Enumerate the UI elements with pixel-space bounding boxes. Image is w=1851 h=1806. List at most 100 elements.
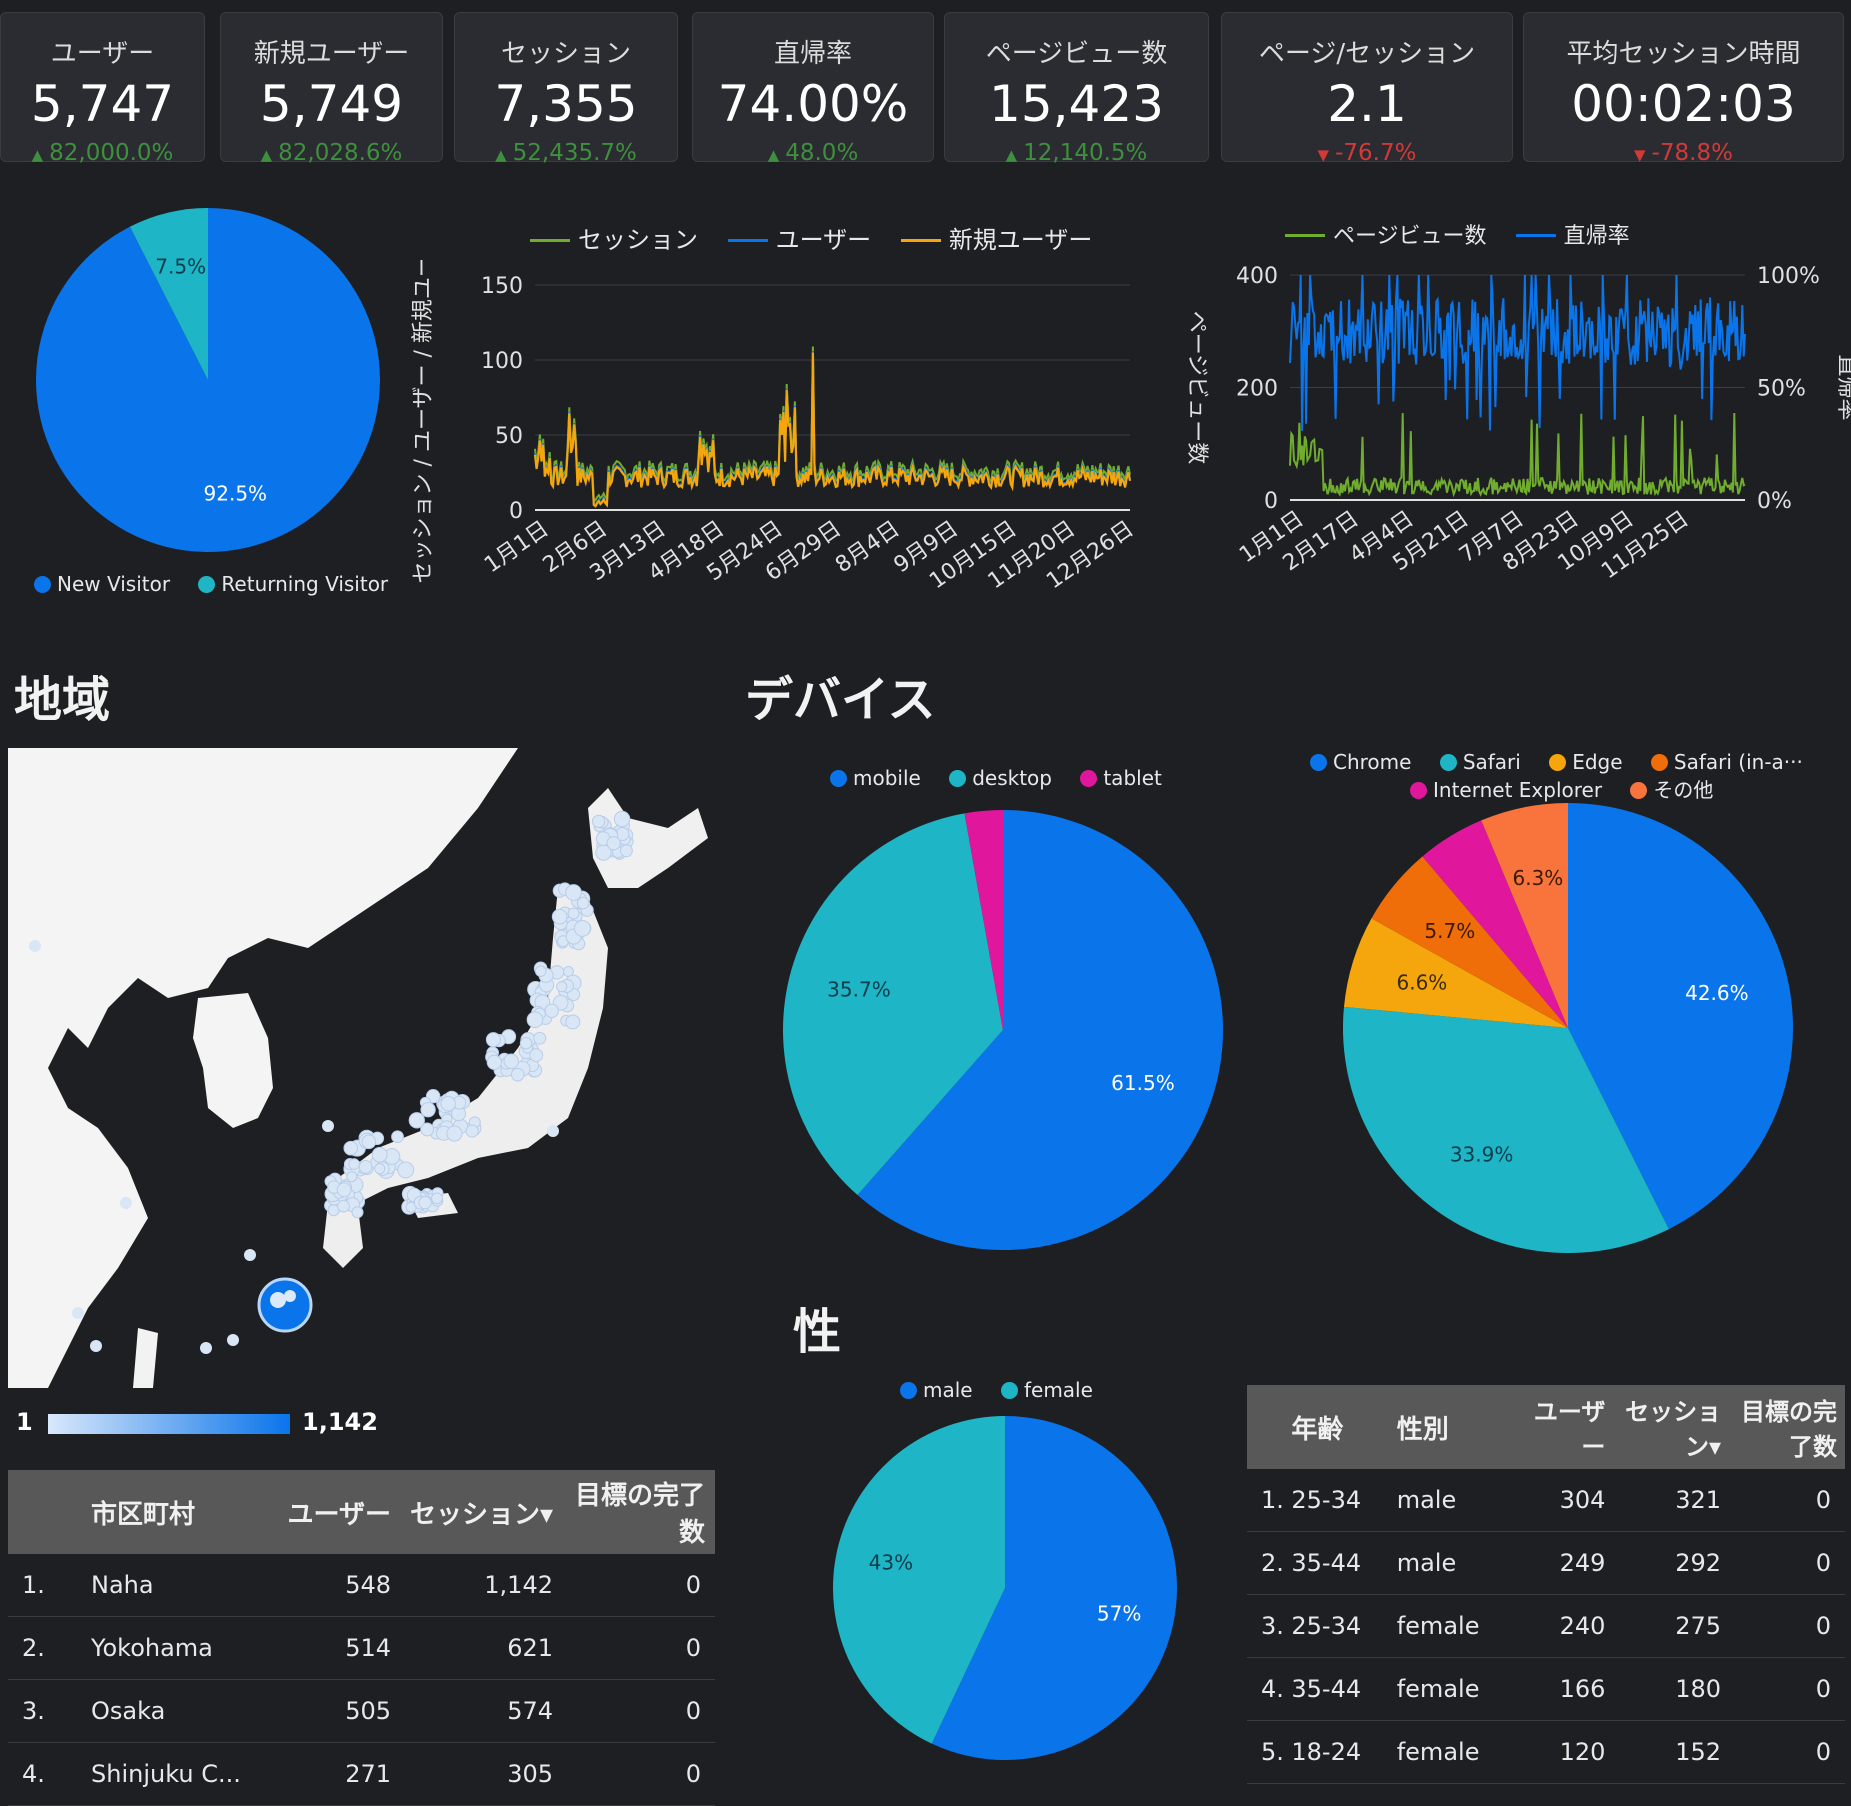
scale-max: 1,142 <box>302 1408 378 1436</box>
kpi-card[interactable]: 平均セッション時間 00:02:03 ▼ -78.8% <box>1523 12 1844 166</box>
pie-slice[interactable] <box>833 1416 1005 1744</box>
users-cell: 120 <box>1521 1720 1607 1784</box>
kpi-card[interactable]: ユーザー 5,747 ▲ 82,000.0% <box>0 12 205 166</box>
visitor-legend: New Visitor Returning Visitor <box>34 572 410 596</box>
row-index: 5. <box>1247 1720 1291 1784</box>
arrow-up-icon: ▲ <box>767 146 780 164</box>
users-cell: 166 <box>1521 1657 1607 1721</box>
pie-slice[interactable] <box>35 208 381 552</box>
table-row[interactable]: 1. 25-34 male 304 321 0 <box>1247 1469 1845 1532</box>
city-name: Shinjuku C... <box>90 1742 269 1806</box>
pie-label: 57% <box>1097 1602 1141 1626</box>
kpi-value: 00:02:03 <box>1571 75 1796 133</box>
kpi-label: 直帰率 <box>773 39 852 69</box>
age-cell: 35-44 <box>1290 1657 1396 1721</box>
arrow-up-icon: ▲ <box>495 146 507 164</box>
honshu <box>338 888 608 1208</box>
y-tick-right: 50% <box>1757 377 1806 402</box>
gender-cell: male <box>1395 1531 1522 1595</box>
pie-slice[interactable] <box>931 1416 1177 1760</box>
table-row[interactable]: 1. Naha 548 1,142 0 <box>8 1554 715 1617</box>
col-goals[interactable]: 目標の完了数 <box>1722 1385 1845 1469</box>
city-name: Yokohama <box>90 1616 269 1680</box>
geo-map[interactable] <box>8 748 793 1388</box>
map-scale: 1 1,142 <box>16 1408 378 1440</box>
col-gender[interactable]: 性別 <box>1395 1385 1522 1469</box>
pie-slice[interactable] <box>857 810 1223 1250</box>
kpi-value: 74.00% <box>717 75 909 133</box>
goals-cell: 0 <box>1722 1720 1845 1784</box>
kpi-value: 5,749 <box>259 75 404 133</box>
kpi-card[interactable]: 直帰率 74.00% ▲ 48.0% <box>692 12 934 166</box>
col-goals[interactable]: 目標の完了数 <box>554 1470 715 1554</box>
table-row[interactable]: 3. 25-34 female 240 275 0 <box>1247 1594 1845 1658</box>
pie-label: 43% <box>869 1550 913 1574</box>
age-cell: 35-44 <box>1290 1531 1396 1595</box>
row-index: 2. <box>1247 1531 1291 1595</box>
bounce-line <box>1289 274 1746 431</box>
goals-cell: 0 <box>554 1679 715 1743</box>
kpi-card[interactable]: ページビュー数 15,423 ▲ 12,140.5% <box>944 12 1209 166</box>
col-users[interactable]: ユーザー <box>268 1470 392 1554</box>
y-tick-left: 0 <box>1264 489 1278 514</box>
pie-label: 7.5% <box>155 254 206 278</box>
pie-slice[interactable] <box>783 813 1003 1196</box>
line-chart-legend: セッション ユーザー 新規ユーザー <box>530 220 1114 255</box>
kpi-change: ▲ 52,435.7% <box>495 140 637 166</box>
pie-slice[interactable] <box>1568 803 1793 1230</box>
table-row[interactable]: 4. Shinjuku C... 271 305 0 <box>8 1742 715 1806</box>
kpi-change: ▲ 48.0% <box>767 140 859 166</box>
city-name: Naha <box>90 1554 269 1617</box>
pageviews-bounce-chart: 400 100%200 50%0 0%ページビュー数 直帰率1月1日2月17日4月4日5… <box>1184 264 1851 584</box>
naha-bubble <box>257 1277 313 1333</box>
gender-cell: female <box>1395 1720 1522 1784</box>
series-line <box>534 346 1131 502</box>
kpi-label: ユーザー <box>50 39 155 69</box>
y-tick-right: 0% <box>1757 489 1792 514</box>
col-users[interactable]: ユーザー <box>1521 1385 1607 1469</box>
col-age[interactable]: 年齢 <box>1290 1385 1396 1469</box>
gender-cell: male <box>1395 1469 1522 1532</box>
series-line <box>533 352 1132 508</box>
row-index: 3. <box>1247 1594 1291 1658</box>
y-tick-left: 200 <box>1236 377 1278 402</box>
table-row[interactable]: 2. 35-44 male 249 292 0 <box>1247 1531 1845 1595</box>
pie-slice[interactable] <box>1343 1006 1669 1253</box>
col-sessions[interactable]: セッション▾ <box>392 1470 554 1554</box>
pie-slice[interactable] <box>964 810 1003 1030</box>
y-tick-label: 100 <box>481 349 523 374</box>
table-row[interactable]: 5. 18-24 female 120 152 0 <box>1247 1720 1845 1784</box>
goals-cell: 0 <box>1722 1594 1845 1658</box>
kpi-label: 平均セッション時間 <box>1566 39 1801 69</box>
pie-label: 35.7% <box>827 978 891 1002</box>
table-row[interactable]: 2. Yokohama 514 621 0 <box>8 1616 715 1680</box>
pie-slice[interactable] <box>1343 918 1568 1028</box>
y-tick-label: 0 <box>509 499 523 524</box>
sessions-cell: 305 <box>392 1742 554 1806</box>
pie-label: 6.3% <box>1513 866 1564 890</box>
pie-slice[interactable] <box>1422 820 1568 1028</box>
pie-slice[interactable] <box>1371 856 1568 1028</box>
pie-label: 61.5% <box>1111 1071 1175 1095</box>
device-legend: mobile desktop tablet <box>830 766 1184 790</box>
kpi-card[interactable]: 新規ユーザー 5,749 ▲ 82,028.6% <box>220 12 443 166</box>
col-city[interactable]: 市区町村 <box>90 1470 269 1554</box>
pageview-line <box>1289 412 1746 498</box>
table-row[interactable]: 4. 35-44 female 166 180 0 <box>1247 1657 1845 1721</box>
sessions-cell: 621 <box>392 1616 554 1680</box>
col-sessions[interactable]: セッション▾ <box>1606 1385 1723 1469</box>
kpi-change: ▲ 12,140.5% <box>1005 140 1148 166</box>
kpi-card[interactable]: ページ/セッション 2.1 ▼ -76.7% <box>1221 12 1513 166</box>
sessions-cell: 180 <box>1606 1657 1723 1721</box>
y-axis-title: セッション / ユーザー / 新規ユーザー <box>411 260 436 583</box>
pie-slice[interactable] <box>129 208 208 380</box>
age-cell: 25-34 <box>1290 1594 1396 1658</box>
pie-slice[interactable] <box>1481 803 1568 1028</box>
age-table-header: 年齢 性別 ユーザー セッション▾ 目標の完了数 <box>1247 1385 1845 1469</box>
pie-label: 5.7% <box>1424 919 1475 943</box>
arrow-up-icon: ▲ <box>1005 146 1018 164</box>
sessions-cell: 1,142 <box>392 1554 554 1617</box>
city-table: 市区町村 ユーザー セッション▾ 目標の完了数 1. Naha 548 1,142 0 2… <box>8 1470 715 1806</box>
kpi-card[interactable]: セッション 7,355 ▲ 52,435.7% <box>454 12 678 166</box>
table-row[interactable]: 3. Osaka 505 574 0 <box>8 1679 715 1743</box>
